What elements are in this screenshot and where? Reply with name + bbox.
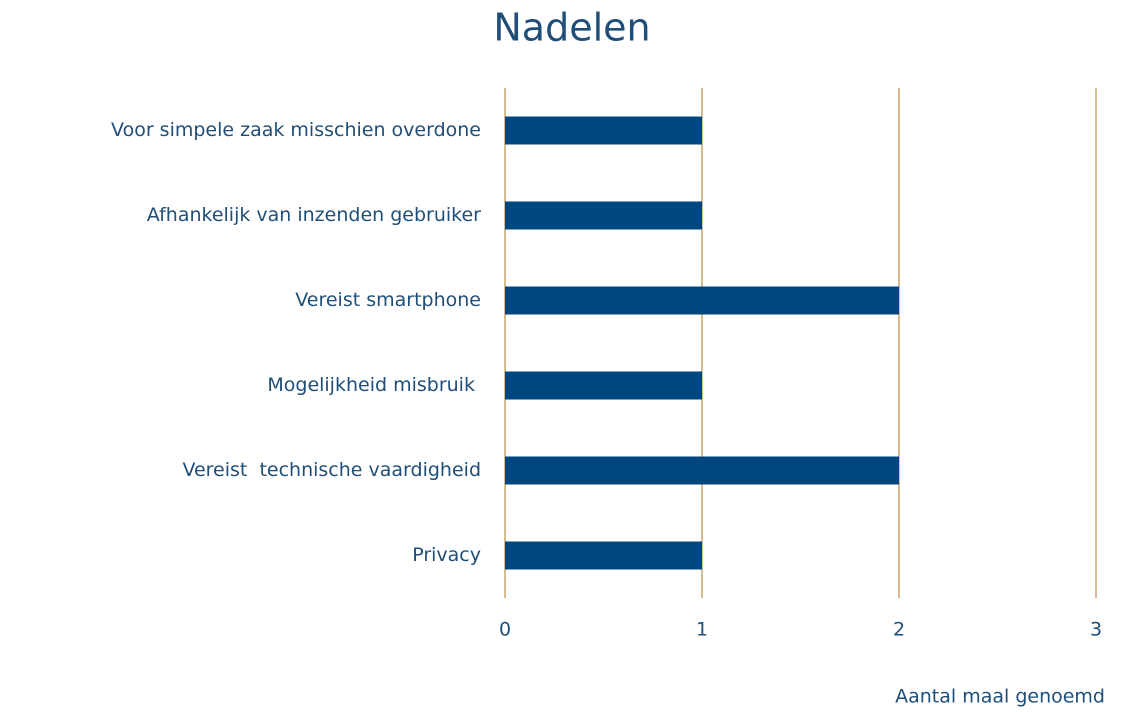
- x-tick-label: 1: [696, 619, 708, 641]
- y-tick-label: Vereist technische vaardigheid: [182, 459, 481, 481]
- y-tick-label: Voor simpele zaak misschien overdone: [111, 119, 481, 141]
- y-tick-label: Vereist smartphone: [295, 289, 481, 311]
- bar: [505, 456, 899, 485]
- chart-title: Nadelen: [493, 6, 650, 50]
- x-axis-label: Aantal maal genoemd: [895, 686, 1105, 708]
- bar: [505, 286, 899, 315]
- x-tick-label: 3: [1090, 619, 1102, 641]
- bar: [505, 201, 702, 230]
- y-tick-label: Afhankelijk van inzenden gebruiker: [147, 204, 481, 226]
- bar: [505, 116, 702, 145]
- y-tick-label: Privacy: [412, 544, 481, 566]
- bar: [505, 541, 702, 570]
- bar: [505, 371, 702, 400]
- x-tick-label: 0: [499, 619, 511, 641]
- y-tick-label: Mogelijkheid misbruik: [267, 374, 481, 396]
- x-tick-label: 2: [893, 619, 905, 641]
